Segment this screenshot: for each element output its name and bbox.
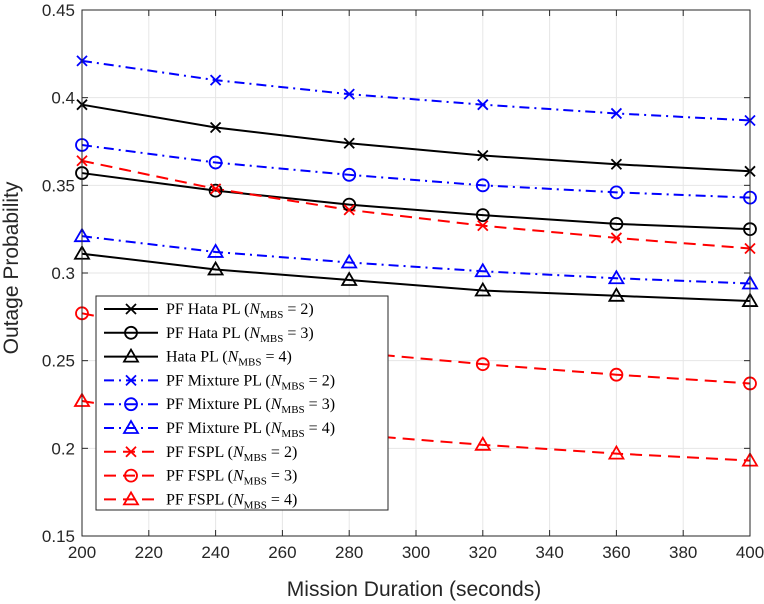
legend-label: PF FSPL (NMBS = 2) bbox=[166, 444, 297, 464]
series-lines bbox=[81, 59, 751, 462]
marker-triangle bbox=[207, 260, 225, 276]
series-line-4 bbox=[81, 144, 751, 199]
y-tick-label: 0.4 bbox=[51, 89, 75, 108]
series-line-6 bbox=[81, 159, 751, 250]
legend-label: PF Mixture PL (NMBS = 4) bbox=[166, 420, 335, 440]
marker-cross bbox=[343, 137, 355, 149]
series-markers-3 bbox=[76, 55, 756, 127]
legend-entry: PF Mixture PL (NMBS = 4) bbox=[104, 419, 335, 440]
marker-triangle bbox=[474, 281, 492, 297]
legend-box bbox=[95, 295, 389, 511]
x-tick-label: 340 bbox=[535, 543, 563, 562]
legend-entry: PF FSPL (NMBS = 4) bbox=[104, 490, 297, 511]
legend-entry: PF FSPL (NMBS = 3) bbox=[104, 468, 297, 488]
y-tick-label: 0.3 bbox=[51, 264, 75, 283]
marker-triangle bbox=[607, 269, 625, 285]
marker-cross bbox=[343, 88, 355, 100]
marker-triangle bbox=[122, 419, 140, 434]
marker-cross bbox=[610, 232, 623, 244]
legend-label: Hata PL (NMBS = 4) bbox=[166, 349, 292, 369]
marker-triangle bbox=[474, 262, 492, 278]
marker-triangle bbox=[607, 444, 625, 460]
marker-cross bbox=[209, 121, 222, 134]
x-axis-label: Mission Duration (seconds) bbox=[287, 578, 541, 601]
marker-triangle bbox=[607, 287, 625, 302]
x-tick-label: 320 bbox=[469, 543, 497, 562]
series-line-8 bbox=[81, 400, 751, 462]
series-line-0 bbox=[81, 103, 751, 173]
marker-cross bbox=[477, 149, 489, 162]
marker-cross bbox=[610, 107, 623, 120]
legend-entry: PF Hata PL (NMBS = 2) bbox=[104, 301, 314, 321]
marker-triangle bbox=[122, 347, 140, 363]
marker-cross bbox=[125, 303, 137, 315]
x-tick-label: 360 bbox=[602, 543, 630, 562]
marker-cross bbox=[209, 183, 222, 195]
axis-ticks: 200 220 240 260 280 300 320 340 360 380 400 0.15 0.2… bbox=[42, 1, 764, 562]
x-tick-label: 280 bbox=[335, 543, 363, 562]
x-tick-label: 380 bbox=[669, 543, 697, 562]
series-markers-6 bbox=[76, 155, 756, 255]
marker-cross bbox=[125, 446, 137, 458]
marker-circle bbox=[124, 397, 138, 412]
marker-triangle bbox=[122, 490, 140, 506]
legend-label: PF Mixture PL (NMBS = 2) bbox=[166, 372, 335, 392]
marker-circle bbox=[475, 208, 490, 223]
x-tick-label: 240 bbox=[201, 543, 229, 562]
series-line-1 bbox=[81, 172, 751, 231]
y-axis-label: Outage Probability bbox=[0, 181, 23, 354]
marker-triangle bbox=[207, 243, 225, 258]
legend-label: PF FSPL (NMBS = 3) bbox=[166, 468, 297, 488]
legend-entry: PF FSPL (NMBS = 2) bbox=[104, 444, 297, 464]
marker-triangle bbox=[340, 253, 358, 269]
marker-triangle bbox=[474, 436, 492, 451]
marker-circle bbox=[342, 167, 357, 182]
marker-circle bbox=[208, 155, 223, 170]
marker-cross bbox=[477, 99, 489, 111]
marker-circle bbox=[609, 185, 624, 200]
x-tick-label: 220 bbox=[135, 543, 163, 562]
legend-entry: PF Hata PL (NMBS = 3) bbox=[104, 325, 314, 345]
marker-cross bbox=[343, 204, 355, 216]
legend-entry: PF Mixture PL (NMBS = 2) bbox=[104, 372, 335, 392]
marker-circle bbox=[609, 367, 624, 382]
y-tick-label: 0.35 bbox=[42, 176, 75, 195]
marker-triangle bbox=[340, 271, 358, 286]
marker-cross bbox=[125, 374, 137, 387]
marker-circle bbox=[124, 468, 138, 483]
series-line-2 bbox=[81, 252, 751, 303]
x-tick-label: 200 bbox=[68, 543, 96, 562]
marker-circle bbox=[475, 178, 490, 193]
marker-circle bbox=[475, 357, 490, 372]
legend-label: PF Hata PL (NMBS = 2) bbox=[166, 301, 314, 321]
series-line-5 bbox=[81, 235, 751, 285]
legend-entry: PF Mixture PL (NMBS = 3) bbox=[104, 396, 335, 416]
legend-label: PF Hata PL (NMBS = 3) bbox=[166, 325, 314, 345]
y-tick-label: 0.25 bbox=[42, 352, 75, 371]
y-tick-label: 0.45 bbox=[42, 1, 75, 20]
marker-circle bbox=[208, 183, 223, 198]
x-tick-label: 260 bbox=[268, 543, 296, 562]
legend: PF Hata PL (NMBS = 2) PF Hata PL (NMBS = … bbox=[95, 295, 389, 511]
marker-circle bbox=[124, 325, 138, 340]
x-tick-label: 400 bbox=[736, 543, 764, 562]
legend-entry: Hata PL (NMBS = 4) bbox=[104, 347, 292, 369]
marker-cross bbox=[610, 158, 623, 170]
series-line-3 bbox=[81, 59, 751, 122]
marker-cross bbox=[477, 220, 489, 232]
legend-label: PF Mixture PL (NMBS = 3) bbox=[166, 396, 335, 416]
marker-cross bbox=[209, 74, 222, 86]
y-tick-label: 0.15 bbox=[42, 527, 75, 546]
marker-circle bbox=[609, 217, 624, 231]
y-tick-label: 0.2 bbox=[51, 439, 75, 458]
legend-label: PF FSPL (NMBS = 4) bbox=[166, 491, 297, 511]
series-line-7 bbox=[81, 312, 751, 385]
x-tick-label: 300 bbox=[402, 543, 430, 562]
